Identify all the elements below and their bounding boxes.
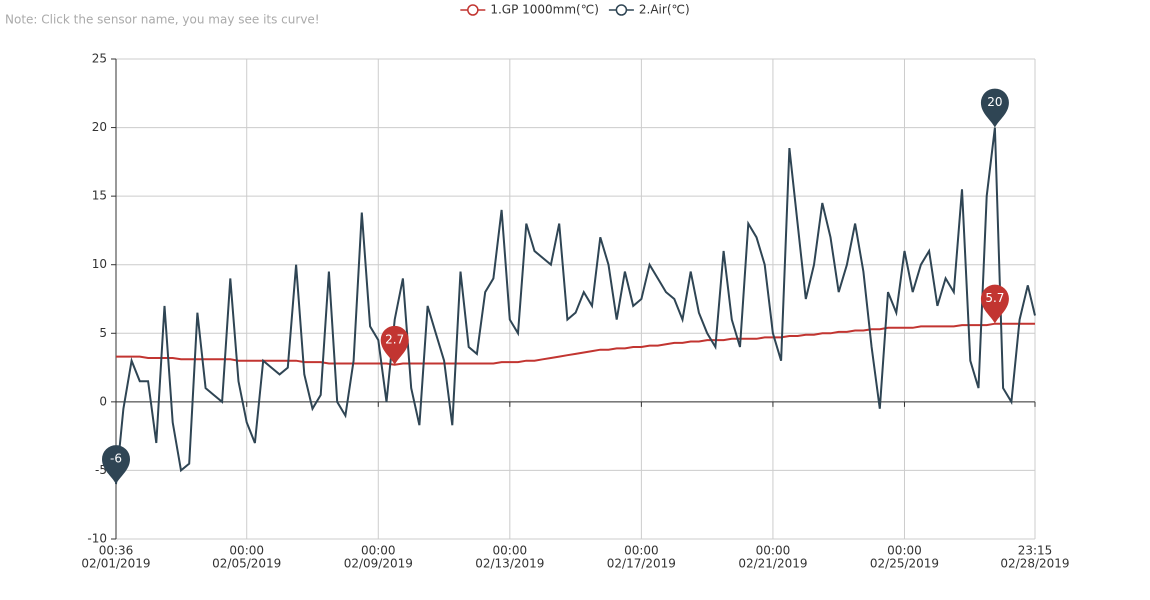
legend-icon[interactable] (467, 4, 479, 16)
x-tick-label: 02/17/2019 (607, 557, 676, 571)
y-tick-label: 20 (92, 120, 107, 134)
y-tick-label: -5 (95, 463, 107, 477)
legend-item[interactable]: 1.GP 1000mm(℃) (460, 3, 599, 17)
series-line (115, 127, 1036, 485)
y-tick-label: -10 (87, 532, 107, 546)
x-tick-label: 02/25/2019 (870, 557, 939, 571)
x-tick-label: 00:00 (493, 544, 528, 558)
mark-points: 2.7 5.7 -6 20 (102, 88, 1009, 485)
x-tick-label: 00:00 (361, 544, 396, 558)
mark-label: 2.7 (385, 332, 404, 346)
legend-label[interactable]: 2.Air(℃) (639, 3, 690, 17)
mark-pin (980, 88, 1009, 128)
x-tick-label: 02/05/2019 (212, 557, 281, 571)
legend-icon[interactable] (615, 4, 628, 16)
x-tick-label: 00:36 (99, 544, 134, 558)
x-tick-label: 00:00 (229, 544, 264, 558)
mark-label: 5.7 (985, 291, 1004, 305)
legend-item[interactable]: 2.Air(℃) (608, 3, 690, 17)
mark-pin (102, 445, 130, 485)
x-tick-label: 02/28/2019 (1000, 557, 1069, 571)
mark-label: -6 (110, 452, 122, 466)
x-tick-label: 00:00 (756, 544, 791, 558)
legend-label[interactable]: 1.GP 1000mm(℃) (490, 3, 599, 17)
note: Note: Click the sensor name, you may see… (5, 13, 320, 27)
y-tick-label: 10 (92, 257, 107, 271)
x-tick-label: 02/21/2019 (738, 557, 807, 571)
x-tick-label: 00:00 (624, 544, 659, 558)
y-tick-label: 25 (92, 52, 107, 66)
x-tick-label: 02/01/2019 (81, 557, 150, 571)
x-tick-label: 00:00 (887, 544, 922, 558)
mark-pin (380, 325, 409, 365)
mark-pin (980, 284, 1009, 324)
x-tick-label: 02/13/2019 (475, 557, 544, 571)
grid: -10-5051015202500:3602/01/201900:0002/05… (81, 52, 1069, 571)
y-tick-label: 0 (99, 394, 107, 408)
y-tick-label: 5 (99, 326, 107, 340)
legend: 1.GP 1000mm(℃) 2.Air(℃) (460, 3, 690, 17)
mark-label: 20 (987, 95, 1002, 109)
series-line (116, 322, 1035, 366)
x-tick-label: 02/09/2019 (344, 557, 413, 571)
y-tick-label: 15 (92, 189, 107, 203)
x-tick-label: 23:15 (1018, 544, 1053, 558)
lines (115, 127, 1036, 485)
